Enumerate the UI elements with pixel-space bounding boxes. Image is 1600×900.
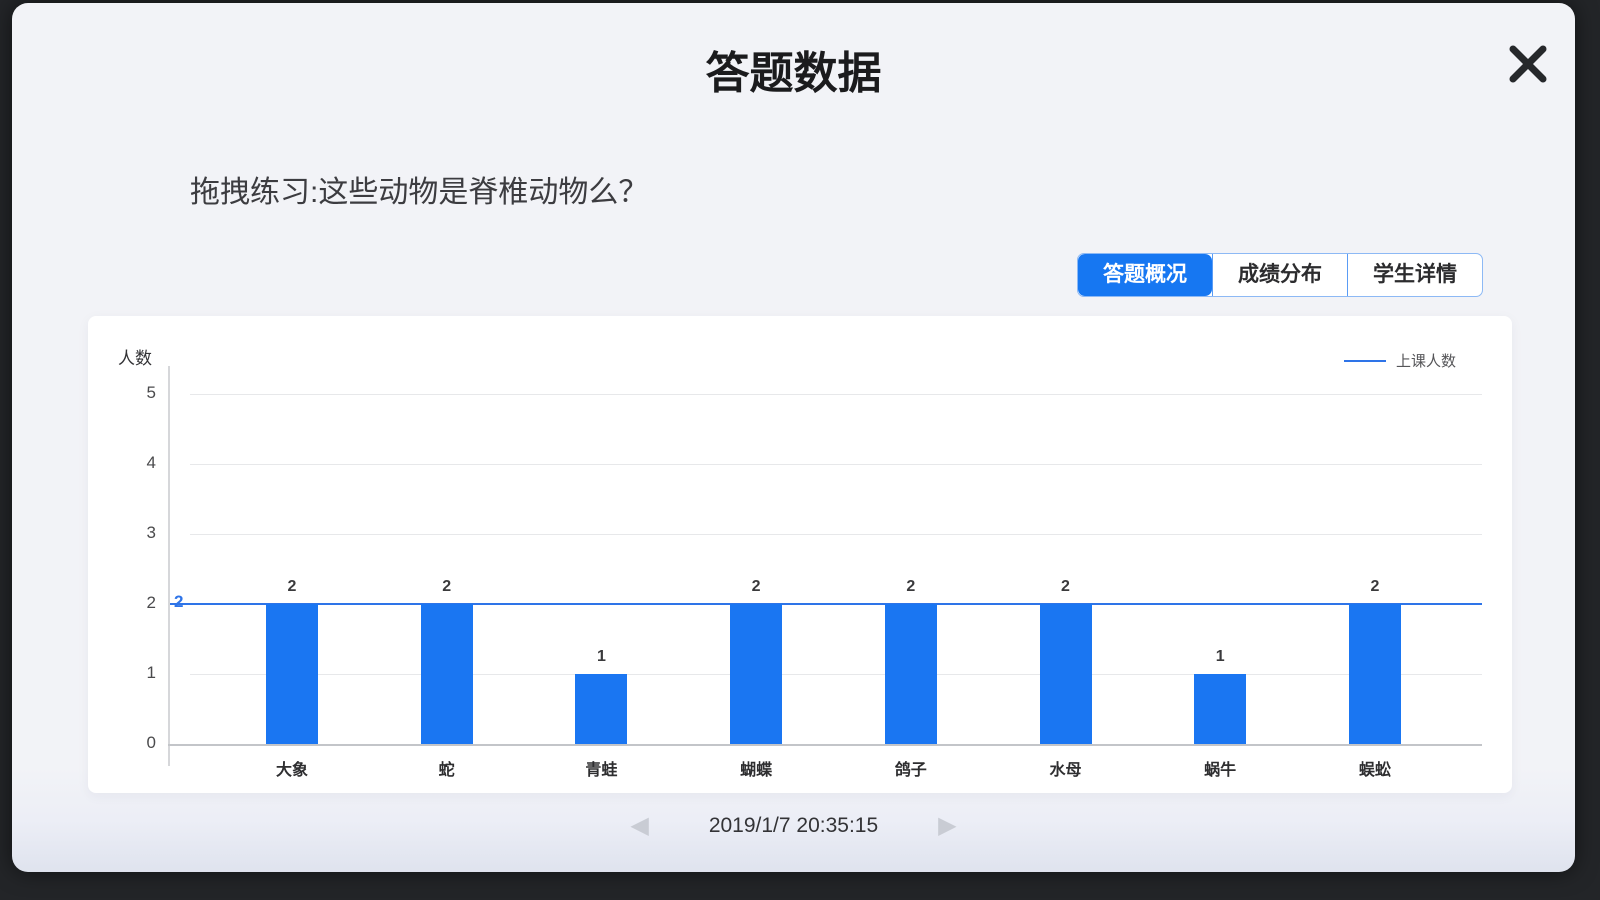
bar-蛇 — [420, 604, 473, 744]
tab-student-details[interactable]: 学生详情 — [1347, 254, 1482, 296]
close-button[interactable] — [1501, 39, 1555, 93]
category-label: 蛇 — [438, 762, 455, 779]
pagination: ◀ 2019/1/7 20:35:15 ▶ — [12, 803, 1575, 849]
bar-value-label: 1 — [596, 648, 606, 665]
y-tick-label: 4 — [146, 453, 156, 472]
category-label: 蜗牛 — [1204, 762, 1237, 779]
gridline — [190, 674, 1482, 675]
bar-value-label: 1 — [1215, 648, 1225, 665]
attendance-reference-line — [170, 603, 1482, 605]
timestamp: 2019/1/7 20:35:15 — [708, 814, 879, 837]
y-tick-label: 3 — [146, 523, 156, 542]
gridline — [190, 534, 1482, 535]
y-axis-line — [168, 366, 170, 766]
category-label: 青蛙 — [585, 762, 618, 779]
bar-蜈蚣 — [1348, 604, 1401, 744]
next-page-icon[interactable]: ▶ — [938, 812, 957, 839]
bar-chart-plot: 2 大象 2 蛇 1 青蛙 2 蝴蝶 2 鸽子 2 水母 1 蜗牛 2 蜈蚣 — [170, 394, 1482, 779]
chart-card: 人数 上课人数 2 2 大象 2 蛇 1 青蛙 2 蝴蝶 2 鸽子 2 水母 1 蜗牛 2 蜈蚣 0 1 2 3 4 5 — [88, 316, 1512, 793]
category-label: 鸽子 — [894, 762, 927, 779]
y-tick-label: 2 — [146, 593, 156, 612]
bar-大象 — [266, 604, 318, 744]
legend-line-icon — [1343, 359, 1386, 362]
bar-鸽子 — [884, 604, 937, 744]
page-title: 答题数据 — [705, 49, 882, 98]
close-icon — [1505, 41, 1551, 92]
category-label: 大象 — [275, 762, 308, 779]
y-tick-label: 0 — [146, 733, 156, 752]
y-tick-label: 1 — [146, 663, 156, 682]
y-axis-title: 人数 — [118, 349, 152, 368]
reference-line-label: 2 — [174, 592, 184, 611]
bar-蝴蝶 — [730, 604, 783, 744]
gridline — [190, 394, 1482, 395]
gridline — [190, 464, 1482, 465]
x-axis-line — [168, 744, 1482, 746]
category-label: 蜈蚣 — [1358, 762, 1391, 779]
category-label: 蝴蝶 — [740, 762, 773, 779]
y-tick-label: 5 — [146, 383, 156, 402]
answer-data-modal: 答题数据 拖拽练习:这些动物是脊椎动物么？ 答题概况 成绩分布 学生详情 人数 … — [12, 3, 1575, 872]
bar-value-label: 2 — [442, 578, 452, 595]
legend-label: 上课人数 — [1395, 353, 1456, 370]
bar-value-label: 2 — [287, 578, 297, 595]
bar-value-label: 2 — [751, 578, 761, 595]
tab-group: 答题概况 成绩分布 学生详情 — [1077, 253, 1483, 297]
bar-value-label: 2 — [1061, 578, 1070, 595]
tab-answer-overview[interactable]: 答题概况 — [1078, 254, 1212, 296]
question-text: 拖拽练习:这些动物是脊椎动物么？ — [190, 176, 649, 209]
tab-score-distribution[interactable]: 成绩分布 — [1212, 254, 1347, 296]
bar-青蛙 — [575, 674, 628, 744]
bar-水母 — [1039, 604, 1092, 744]
bar-value-label: 2 — [1370, 578, 1380, 595]
bar-蜗牛 — [1194, 674, 1247, 744]
bar-value-label: 2 — [906, 578, 916, 595]
category-label: 水母 — [1049, 762, 1082, 779]
chart-legend: 上课人数 — [1343, 350, 1456, 371]
prev-page-icon[interactable]: ◀ — [630, 812, 649, 839]
